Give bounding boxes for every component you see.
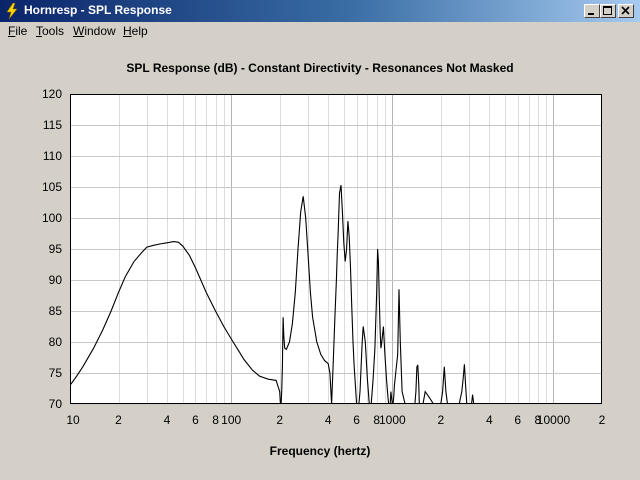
close-icon [621,6,630,15]
x-tick-label: 10 [66,413,80,427]
x-tick-label: 4 [325,413,332,427]
x-tick-label: 100 [221,413,241,427]
menu-help-accel: H [123,24,132,38]
menu-tools-accel: T [36,24,42,38]
y-tick-label: 105 [42,180,62,194]
title-bar[interactable]: Hornresp - SPL Response [0,0,640,22]
y-tick-label: 115 [43,118,62,132]
y-tick-label: 90 [49,273,63,287]
minimize-icon [588,13,594,15]
x-tick-label: 6 [353,413,360,427]
x-tick-label: 6 [192,413,199,427]
y-tick-label: 85 [49,304,63,318]
menu-file[interactable]: File [8,24,27,38]
close-button[interactable] [618,4,634,18]
minimize-button[interactable] [584,4,600,18]
window-title: Hornresp - SPL Response [24,3,172,17]
plot-frame [70,94,602,404]
menu-window-rest: indow [84,24,116,38]
x-tick-label: 2 [115,413,122,427]
x-axis-label: Frequency (hertz) [269,444,371,458]
x-tick-label: 6 [514,413,521,427]
y-tick-label: 110 [43,149,62,163]
menu-file-accel: F [8,24,16,38]
menu-window-accel: W [73,24,85,38]
spl-curve-0 [70,184,476,404]
menu-file-rest: ile [15,24,28,38]
y-tick-label: 70 [49,397,63,411]
maximize-icon [603,6,612,15]
y-tick-label: 95 [49,242,63,256]
maximize-button[interactable] [600,4,616,18]
y-tick-label: 100 [42,211,62,225]
menu-bar: File Tools Window Help [0,22,640,41]
chart-title: SPL Response (dB) - Constant Directivity… [126,61,514,75]
y-tick-label: 120 [42,87,62,101]
menu-help-rest: elp [131,24,148,38]
menu-tools-rest: ools [42,24,65,38]
x-tick-label: 2 [276,413,283,427]
y-tick-label: 75 [49,366,63,380]
x-tick-label: 8 [212,413,219,427]
x-tick-label: 2 [437,413,444,427]
x-tick-label: 8 [373,413,380,427]
y-tick-label: 80 [49,335,63,349]
lightning-app-icon [6,3,18,19]
x-tick-label: 2 [599,413,606,427]
x-tick-label: 1000 [379,413,406,427]
x-tick-label: 4 [164,413,171,427]
menu-tools[interactable]: Tools [36,24,64,38]
x-tick-label: 8 [535,413,542,427]
menu-help[interactable]: Help [123,24,148,38]
menu-window[interactable]: Window [73,24,116,38]
x-tick-label: 10000 [537,413,571,427]
x-tick-label: 4 [486,413,493,427]
